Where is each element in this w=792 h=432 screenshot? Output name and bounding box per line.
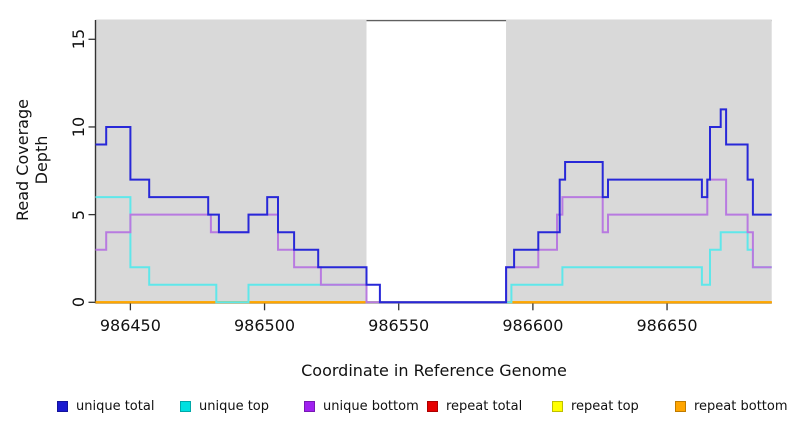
legend-label: unique top [199, 398, 270, 414]
legend-label: unique bottom [323, 398, 419, 414]
series-unique-top [95, 196, 772, 304]
legend-item-unique-total: unique total [57, 398, 155, 414]
unique-total-swatch-icon [57, 400, 68, 412]
legend-label: unique total [76, 398, 155, 414]
y-axis-title: Read Coverage Depth [13, 99, 51, 221]
legend-label: repeat top [571, 398, 639, 414]
legend-label: repeat bottom [694, 398, 788, 414]
x-tick-label: 986550 [368, 316, 430, 335]
y-tick-label: 5 [69, 209, 88, 220]
y-tick-label: 15 [69, 29, 88, 50]
x-tick-label: 986500 [234, 316, 296, 335]
legend-item-repeat-top: repeat top [552, 398, 639, 414]
unique-bottom-swatch-icon [304, 400, 315, 412]
x-axis-title: Coordinate in Reference Genome [301, 361, 567, 380]
x-tick-label: 986450 [99, 316, 161, 335]
series-unique-bottom [95, 178, 772, 304]
shaded-region [95, 20, 367, 303]
legend-label: repeat total [446, 398, 523, 414]
unique-top-swatch-icon [180, 400, 191, 412]
y-tick-label: 10 [69, 116, 88, 138]
legend-item-unique-bottom: unique bottom [304, 398, 419, 414]
y-tick-label: 0 [69, 297, 88, 308]
legend-item-repeat-bottom: repeat bottom [675, 398, 788, 414]
legend-item-repeat-total: repeat total [427, 398, 523, 414]
x-tick-label: 986600 [502, 316, 564, 335]
shaded-region [506, 20, 772, 303]
legend-item-unique-top: unique top [180, 398, 270, 414]
repeat-bottom-swatch-icon [675, 400, 686, 412]
repeat-top-swatch-icon [552, 400, 563, 412]
series-unique-total [95, 108, 772, 304]
x-tick-label: 986650 [636, 316, 698, 335]
repeat-total-swatch-icon [427, 400, 438, 412]
